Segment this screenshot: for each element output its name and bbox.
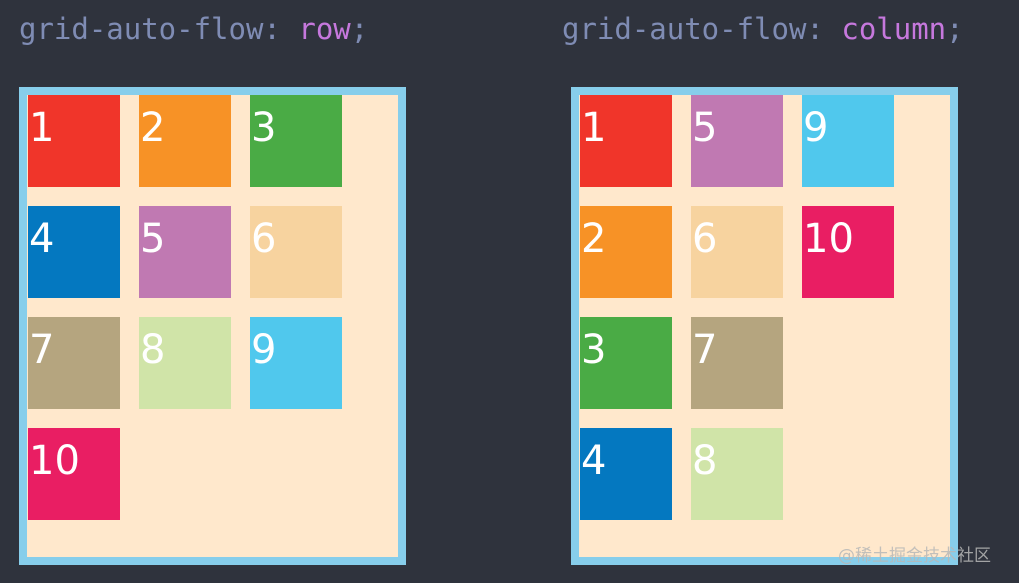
grid-item-4: 4	[28, 206, 120, 298]
grid-item-1: 1	[580, 95, 672, 187]
grid-item-8: 8	[139, 317, 231, 409]
value-text: row	[298, 12, 351, 46]
grid-item-5: 5	[139, 206, 231, 298]
grid-item-6: 6	[250, 206, 342, 298]
grid-item-4: 4	[580, 428, 672, 520]
grid-container-column: 1 2 3 4 5 6 7 8 9 10	[571, 87, 958, 565]
property-text: grid-auto-flow:	[19, 12, 299, 46]
grid-item-10: 10	[802, 206, 894, 298]
grid-item-7: 7	[28, 317, 120, 409]
semicolon: ;	[946, 12, 964, 46]
grid-item-9: 9	[802, 95, 894, 187]
grid-item-10: 10	[28, 428, 120, 520]
grid-item-6: 6	[691, 206, 783, 298]
grid-item-5: 5	[691, 95, 783, 187]
grid-item-8: 8	[691, 428, 783, 520]
grid-item-2: 2	[139, 95, 231, 187]
right-code-label: grid-auto-flow: column;	[562, 12, 964, 46]
property-text: grid-auto-flow:	[562, 12, 842, 46]
watermark: @稀土掘金技术社区	[838, 546, 991, 566]
semicolon: ;	[350, 12, 369, 46]
grid-item-3: 3	[580, 317, 672, 409]
grid-item-3: 3	[250, 95, 342, 187]
left-code-label: grid-auto-flow: row;	[19, 12, 368, 46]
grid-container-row: 1 2 3 4 5 6 7 8 9 10	[19, 87, 406, 565]
grid-item-2: 2	[580, 206, 672, 298]
grid-item-1: 1	[28, 95, 120, 187]
grid-item-7: 7	[691, 317, 783, 409]
value-text: column	[841, 12, 947, 46]
grid-item-9: 9	[250, 317, 342, 409]
